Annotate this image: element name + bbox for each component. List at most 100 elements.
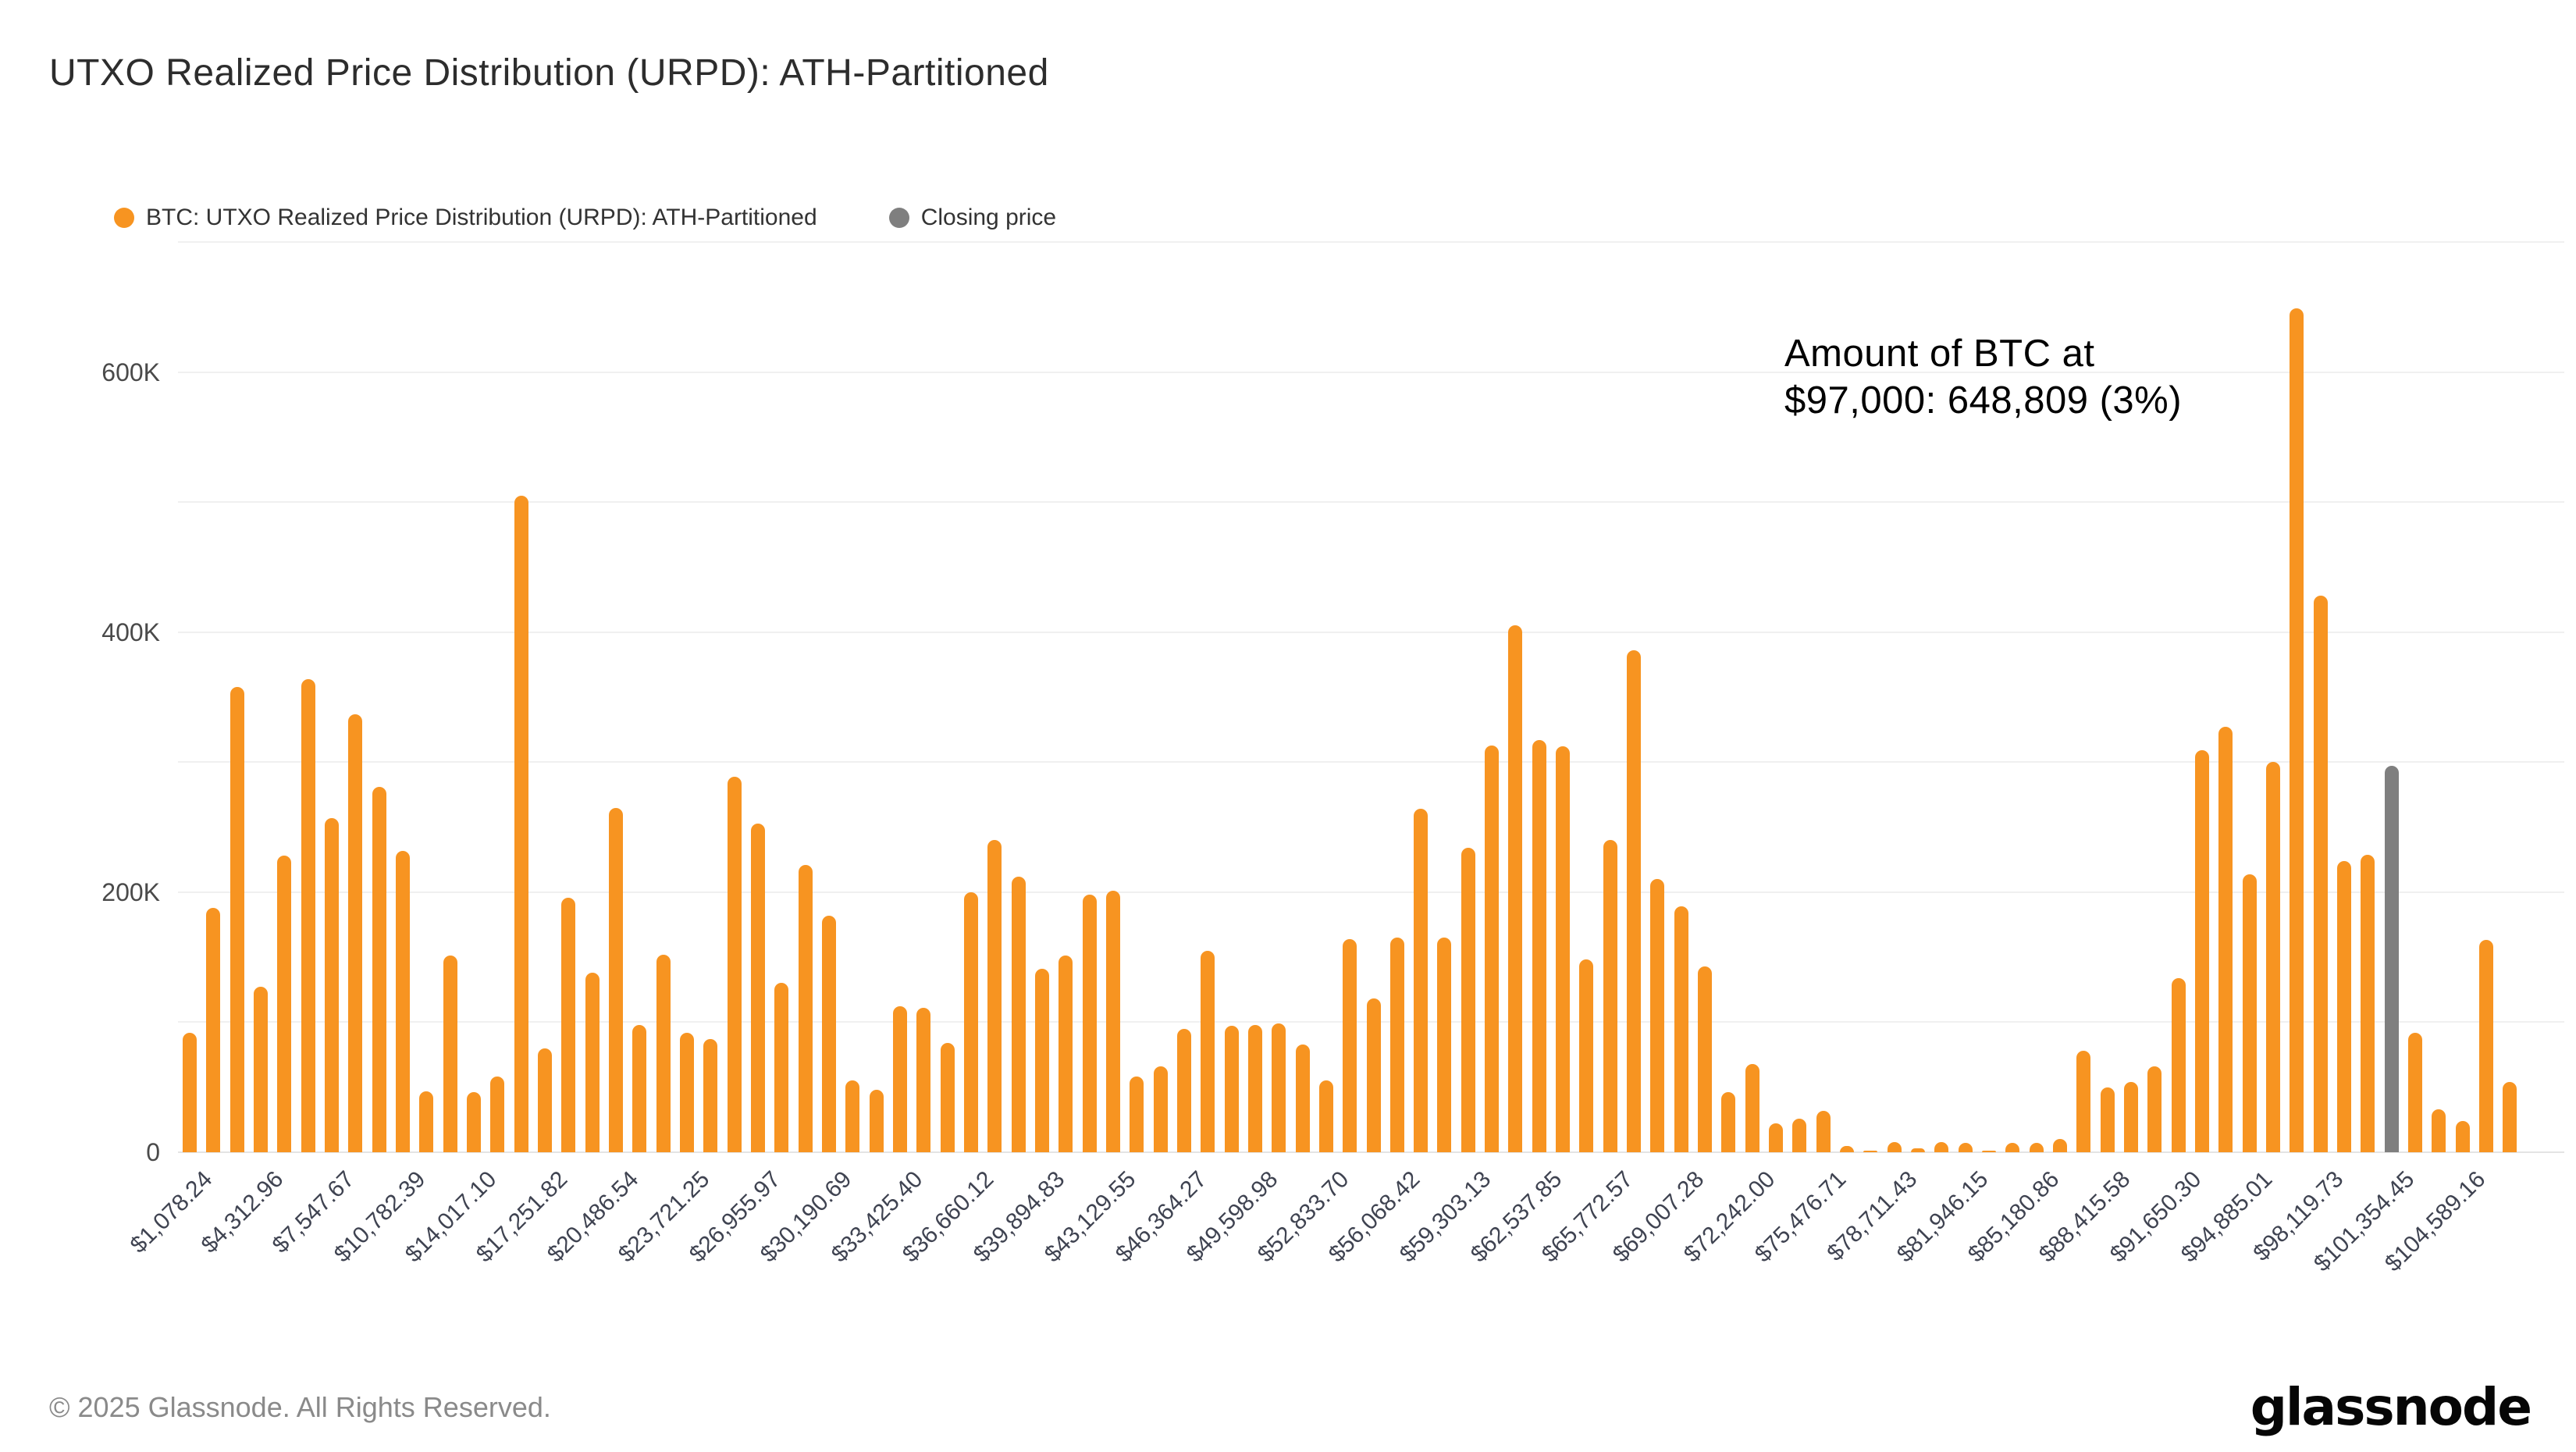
urpd-bar[interactable] (585, 973, 600, 1152)
urpd-bar[interactable] (1745, 1063, 1759, 1152)
urpd-bar[interactable] (1343, 938, 1357, 1152)
urpd-bar[interactable] (324, 817, 339, 1152)
closing-price-bar[interactable] (2384, 766, 2399, 1152)
urpd-bar[interactable] (1318, 1080, 1333, 1152)
urpd-bar[interactable] (1414, 809, 1429, 1152)
urpd-bar[interactable] (1911, 1148, 1926, 1152)
urpd-bar[interactable] (1532, 739, 1546, 1152)
urpd-bar[interactable] (2503, 1082, 2517, 1152)
urpd-bar[interactable] (2195, 750, 2210, 1152)
urpd-bar[interactable] (466, 1092, 481, 1152)
urpd-bar[interactable] (1792, 1118, 1807, 1152)
urpd-bar[interactable] (277, 856, 292, 1152)
urpd-bar[interactable] (2313, 596, 2328, 1152)
urpd-bar[interactable] (2218, 727, 2233, 1152)
urpd-bar[interactable] (1579, 959, 1594, 1152)
urpd-bar[interactable] (2124, 1082, 2139, 1152)
urpd-bar[interactable] (963, 891, 978, 1152)
urpd-bar[interactable] (2100, 1087, 2115, 1152)
urpd-bar[interactable] (821, 915, 836, 1152)
urpd-bar[interactable] (892, 1006, 907, 1152)
urpd-bar[interactable] (1627, 650, 1642, 1152)
urpd-bar[interactable] (2337, 860, 2352, 1152)
urpd-bar[interactable] (490, 1077, 505, 1152)
legend-item-closing-price[interactable]: Closing price (888, 205, 1056, 231)
urpd-bar[interactable] (372, 786, 386, 1152)
urpd-bar[interactable] (1295, 1044, 1310, 1152)
urpd-bar[interactable] (1059, 956, 1073, 1152)
urpd-bar[interactable] (869, 1090, 884, 1152)
urpd-bar[interactable] (1461, 848, 1475, 1152)
urpd-bar[interactable] (2076, 1051, 2091, 1152)
urpd-bar[interactable] (1556, 746, 1571, 1152)
urpd-bar[interactable] (1698, 966, 1713, 1152)
legend-item-urpd[interactable]: BTC: UTXO Realized Price Distribution (U… (114, 205, 817, 231)
urpd-bar[interactable] (206, 907, 221, 1152)
urpd-bar[interactable] (561, 897, 576, 1152)
urpd-bar[interactable] (1485, 745, 1500, 1152)
urpd-bar[interactable] (1508, 625, 1523, 1152)
urpd-bar[interactable] (1105, 891, 1120, 1152)
urpd-bar[interactable] (1437, 938, 1452, 1152)
urpd-bar[interactable] (679, 1032, 694, 1152)
urpd-bar[interactable] (1816, 1110, 1831, 1152)
urpd-bar[interactable] (2171, 977, 2186, 1152)
urpd-bar[interactable] (940, 1043, 955, 1152)
urpd-bar[interactable] (798, 864, 813, 1152)
urpd-bar[interactable] (1082, 895, 1097, 1152)
urpd-bar[interactable] (253, 987, 268, 1152)
urpd-bar[interactable] (750, 823, 765, 1152)
urpd-bar[interactable] (301, 678, 315, 1152)
urpd-bar[interactable] (514, 495, 528, 1152)
urpd-bar[interactable] (1887, 1141, 1902, 1152)
urpd-bar[interactable] (1224, 1026, 1239, 1152)
urpd-bar[interactable] (916, 1008, 931, 1152)
urpd-bar[interactable] (537, 1048, 552, 1152)
urpd-bar[interactable] (1153, 1066, 1168, 1152)
urpd-bar[interactable] (1840, 1145, 1855, 1152)
urpd-bar[interactable] (2408, 1032, 2423, 1152)
urpd-bar[interactable] (2479, 940, 2493, 1152)
urpd-bar[interactable] (419, 1091, 434, 1152)
urpd-bar[interactable] (1982, 1151, 1997, 1152)
urpd-bar[interactable] (1721, 1092, 1736, 1152)
urpd-bar[interactable] (727, 776, 742, 1152)
urpd-bar[interactable] (845, 1080, 860, 1152)
urpd-bar[interactable] (2290, 308, 2304, 1152)
urpd-bar[interactable] (656, 954, 671, 1152)
urpd-bar[interactable] (1366, 998, 1381, 1152)
urpd-bar[interactable] (1603, 840, 1617, 1152)
urpd-bar[interactable] (1674, 906, 1688, 1152)
urpd-bar[interactable] (1650, 879, 1665, 1152)
urpd-bar[interactable] (2053, 1139, 2068, 1152)
urpd-bar[interactable] (1034, 969, 1049, 1152)
urpd-bar[interactable] (1201, 950, 1215, 1152)
urpd-bar[interactable] (1247, 1024, 1262, 1152)
urpd-bar[interactable] (1130, 1077, 1144, 1152)
urpd-bar[interactable] (608, 807, 623, 1152)
urpd-bar[interactable] (1863, 1151, 1878, 1152)
urpd-bar[interactable] (774, 983, 789, 1152)
urpd-bar[interactable] (229, 686, 244, 1152)
urpd-bar[interactable] (1389, 938, 1404, 1152)
urpd-bar[interactable] (183, 1032, 197, 1152)
urpd-bar[interactable] (1176, 1028, 1191, 1152)
urpd-bar[interactable] (2432, 1109, 2446, 1152)
urpd-bar[interactable] (703, 1039, 718, 1152)
urpd-bar[interactable] (348, 714, 363, 1152)
urpd-bar[interactable] (987, 840, 1002, 1152)
urpd-bar[interactable] (2242, 874, 2257, 1152)
urpd-bar[interactable] (1272, 1023, 1286, 1152)
urpd-bar[interactable] (632, 1024, 647, 1152)
urpd-bar[interactable] (1958, 1143, 1973, 1152)
urpd-bar[interactable] (395, 850, 410, 1152)
urpd-bar[interactable] (2005, 1143, 2020, 1152)
urpd-bar[interactable] (1934, 1141, 1949, 1152)
urpd-bar[interactable] (1011, 876, 1026, 1152)
urpd-bar[interactable] (1769, 1123, 1784, 1152)
urpd-bar[interactable] (443, 956, 457, 1152)
urpd-bar[interactable] (2147, 1066, 2162, 1152)
urpd-bar[interactable] (2029, 1143, 2044, 1152)
urpd-bar[interactable] (2361, 854, 2375, 1152)
urpd-bar[interactable] (2266, 762, 2281, 1152)
